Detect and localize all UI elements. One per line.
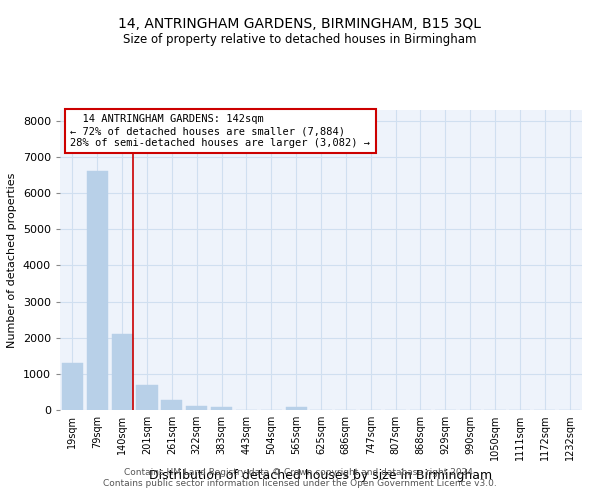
Bar [136,386,158,410]
X-axis label: Distribution of detached houses by size in Birmingham: Distribution of detached houses by size … [149,468,493,481]
Text: Size of property relative to detached houses in Birmingham: Size of property relative to detached ho… [123,32,477,46]
Text: 14, ANTRINGHAM GARDENS, BIRMINGHAM, B15 3QL: 14, ANTRINGHAM GARDENS, BIRMINGHAM, B15 … [119,18,482,32]
Bar [186,406,207,410]
Bar [211,408,232,410]
Text: Contains HM Land Registry data © Crown copyright and database right 2024.
Contai: Contains HM Land Registry data © Crown c… [103,468,497,487]
Text: 14 ANTRINGHAM GARDENS: 142sqm
← 72% of detached houses are smaller (7,884)
28% o: 14 ANTRINGHAM GARDENS: 142sqm ← 72% of d… [70,114,370,148]
Bar [62,363,83,410]
Bar [286,408,307,410]
Bar [87,172,108,410]
Y-axis label: Number of detached properties: Number of detached properties [7,172,17,348]
Bar [161,400,182,410]
Bar [112,334,133,410]
